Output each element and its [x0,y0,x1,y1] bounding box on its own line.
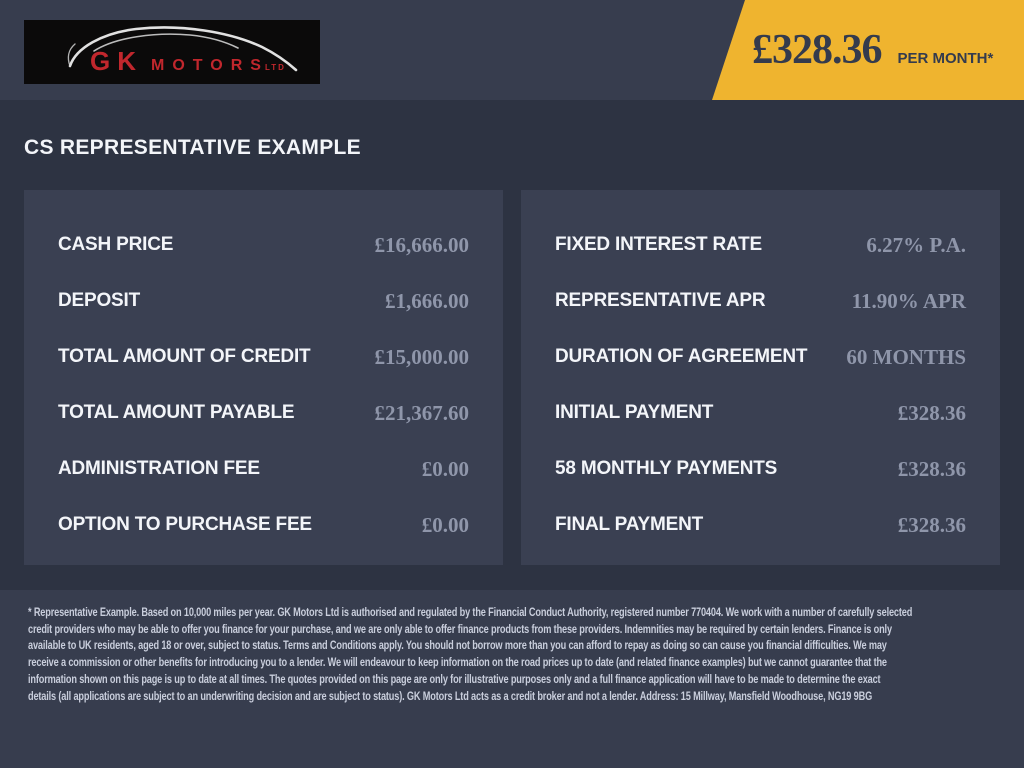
logo-motors: MOTORS [151,57,269,74]
disclaimer-line: details (all applications are subject to… [28,688,873,703]
finance-panel-left: CASH PRICE £16,666.00 DEPOSIT £1,666.00 … [24,190,503,565]
monthly-price-banner: £328.36 PER MONTH* [712,0,1024,100]
disclaimer-line: credit providers who may be able to offe… [28,621,892,636]
row-label: DURATION OF AGREEMENT [555,346,808,367]
footer-band: * Representative Example. Based on 10,00… [0,590,1024,768]
row-value: £1,666.00 [385,288,469,313]
table-row: DEPOSIT £1,666.00 [24,273,503,329]
row-label: TOTAL AMOUNT PAYABLE [58,402,295,423]
table-row: INITIAL PAYMENT £328.36 [521,385,1000,441]
row-value: 11.90% APR [851,288,966,313]
row-value: £328.36 [897,512,966,537]
table-row: FINAL PAYMENT £328.36 [521,497,1000,553]
finance-panel-right: FIXED INTEREST RATE 6.27% P.A. REPRESENT… [521,190,1000,565]
disclaimer-line: information shown on this page is up to … [28,671,881,686]
row-value: £15,000.00 [374,344,470,369]
logo-gk: GK [90,46,143,76]
row-label: TOTAL AMOUNT OF CREDIT [58,346,311,367]
disclaimer-line: * Representative Example. Based on 10,00… [28,605,913,619]
logo-ltd: LTD [264,63,286,72]
monthly-price-period: PER MONTH* [897,50,994,67]
row-label: INITIAL PAYMENT [555,402,714,423]
table-row: REPRESENTATIVE APR 11.90% APR [521,273,1000,329]
row-value: £0.00 [421,456,469,481]
table-row: FIXED INTEREST RATE 6.27% P.A. [521,217,1000,273]
logo-wordmark: GK MOTORS LTD [90,46,286,77]
row-label: 58 MONTHLY PAYMENTS [555,458,778,479]
row-label: DEPOSIT [58,290,141,311]
row-label: CASH PRICE [58,234,174,255]
row-label: OPTION TO PURCHASE FEE [58,514,312,535]
table-row: TOTAL AMOUNT PAYABLE £21,367.60 [24,385,503,441]
table-row: TOTAL AMOUNT OF CREDIT £15,000.00 [24,329,503,385]
disclaimer-text: * Representative Example. Based on 10,00… [28,604,919,704]
row-value: £0.00 [421,512,469,537]
monthly-price-amount: £328.36 [752,27,882,73]
table-row: 58 MONTHLY PAYMENTS £328.36 [521,441,1000,497]
row-label: FIXED INTEREST RATE [555,234,762,255]
car-silhouette-icon [67,26,298,72]
header-band: GK MOTORS LTD £328.36 PER MONTH* [0,0,1024,100]
table-row: DURATION OF AGREEMENT 60 MONTHS [521,329,1000,385]
row-value: £21,367.60 [374,400,470,425]
row-label: FINAL PAYMENT [555,514,704,535]
table-row: OPTION TO PURCHASE FEE £0.00 [24,497,503,553]
page-title: CS REPRESENTATIVE EXAMPLE [24,136,361,159]
disclaimer-line: available to UK residents, aged 18 or ov… [28,638,887,653]
table-row: ADMINISTRATION FEE £0.00 [24,441,503,497]
disclaimer-line: receive a commission or other benefits f… [28,655,887,670]
row-value: 6.27% P.A. [866,232,966,257]
gk-motors-logo[interactable]: GK MOTORS LTD [24,20,320,84]
row-label: REPRESENTATIVE APR [555,290,766,311]
row-value: £328.36 [897,456,966,481]
row-value: £16,666.00 [374,232,470,257]
table-row: CASH PRICE £16,666.00 [24,217,503,273]
row-label: ADMINISTRATION FEE [58,458,260,479]
row-value: 60 MONTHS [846,344,966,369]
row-value: £328.36 [897,400,966,425]
